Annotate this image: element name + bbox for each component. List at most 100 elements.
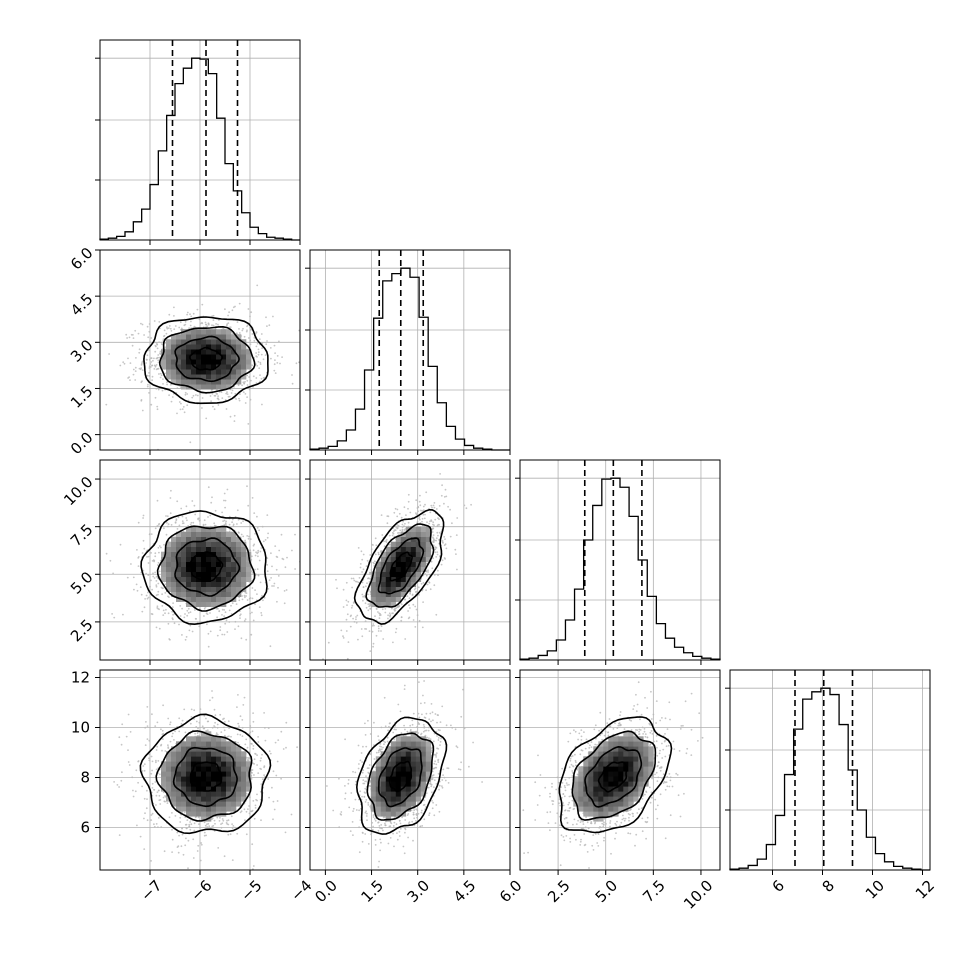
scatter-point xyxy=(236,523,238,525)
scatter-point xyxy=(174,730,177,733)
scatter-point xyxy=(206,325,209,328)
scatter-point xyxy=(238,725,240,727)
density-cell xyxy=(648,751,654,757)
density-cell xyxy=(241,364,247,370)
density-cell xyxy=(618,736,624,742)
scatter-point xyxy=(249,612,252,615)
scatter-point xyxy=(355,618,357,621)
density-cell xyxy=(588,786,594,792)
scatter-point xyxy=(151,379,154,382)
scatter-point xyxy=(636,729,639,731)
density-cell xyxy=(425,541,432,547)
density-cell xyxy=(221,591,227,597)
density-cell xyxy=(395,596,402,602)
scatter-point xyxy=(236,733,239,736)
scatter-point xyxy=(362,599,364,602)
density-cell xyxy=(221,364,227,370)
density-cell xyxy=(161,354,167,360)
density-cell xyxy=(375,596,382,602)
scatter-point xyxy=(623,819,626,822)
scatter-point xyxy=(190,716,193,718)
scatter-point xyxy=(267,727,270,729)
scatter-point xyxy=(239,811,242,814)
scatter-point xyxy=(590,822,593,825)
density-cell xyxy=(420,566,427,572)
density-cell xyxy=(410,576,417,582)
density-cell xyxy=(633,766,639,772)
scatter-point xyxy=(441,705,444,708)
density-cell xyxy=(633,756,639,762)
density-cell xyxy=(400,796,407,802)
scatter-point xyxy=(369,753,372,756)
scatter-point xyxy=(377,866,380,868)
scatter-point xyxy=(355,809,358,811)
density-cell xyxy=(598,746,604,752)
density-cell xyxy=(400,736,407,742)
scatter-point xyxy=(416,726,418,728)
scatter-point xyxy=(361,571,363,573)
scatter-point xyxy=(159,372,162,375)
scatter-point xyxy=(252,375,255,378)
scatter-point xyxy=(457,768,460,770)
density-cell xyxy=(226,806,232,812)
scatter-point xyxy=(149,585,151,588)
scatter-point xyxy=(168,394,171,397)
scatter-point xyxy=(651,733,654,735)
scatter-point xyxy=(619,824,621,827)
scatter-point xyxy=(146,385,149,388)
scatter-point xyxy=(344,797,346,800)
density-cell xyxy=(216,546,222,552)
scatter-point xyxy=(367,843,370,845)
density-cell xyxy=(171,771,177,777)
density-cell xyxy=(385,551,392,557)
scatter-point xyxy=(145,721,147,723)
scatter-point xyxy=(619,711,622,713)
density-cell xyxy=(181,546,187,552)
density-cell xyxy=(578,781,584,787)
scatter-point xyxy=(462,688,464,691)
density-cell xyxy=(415,771,422,777)
scatter-point xyxy=(157,388,160,391)
scatter-point xyxy=(230,815,233,818)
density-cell xyxy=(395,561,402,567)
histogram-panel-2 xyxy=(515,459,721,665)
scatter-point xyxy=(436,531,439,534)
scatter-point xyxy=(415,813,418,816)
density-cell xyxy=(191,781,197,787)
scatter-point xyxy=(126,576,129,579)
density-cell xyxy=(196,741,202,747)
density-cell xyxy=(221,561,227,567)
scatter-point xyxy=(295,362,298,365)
scatter-point xyxy=(463,727,466,730)
scatter-point xyxy=(152,559,155,561)
scatter-point xyxy=(260,819,262,822)
scatter-point xyxy=(562,804,565,807)
scatter-point xyxy=(655,722,657,724)
density-cell xyxy=(608,766,614,772)
scatter-point xyxy=(185,636,188,638)
density-cell xyxy=(246,571,252,577)
density-cell xyxy=(176,364,182,370)
scatter-point xyxy=(393,816,396,818)
scatter-point xyxy=(555,788,558,791)
scatter-point xyxy=(249,796,251,799)
density-cell xyxy=(608,741,614,747)
scatter-point xyxy=(407,493,410,496)
scatter-point xyxy=(372,825,374,828)
scatter-point xyxy=(384,816,387,819)
scatter-point xyxy=(364,628,366,630)
scatter-point xyxy=(352,770,354,773)
density-cell xyxy=(221,581,227,587)
scatter-point xyxy=(407,507,409,510)
density-cell xyxy=(236,556,242,562)
scatter-point xyxy=(645,821,648,824)
scatter-point xyxy=(549,811,552,813)
density-cell xyxy=(633,791,639,797)
scatter-point xyxy=(377,551,380,554)
scatter-point xyxy=(671,785,674,788)
scatter-point xyxy=(423,517,426,520)
density-cell xyxy=(166,581,172,587)
scatter-point xyxy=(679,815,682,818)
scatter-point xyxy=(159,376,162,379)
density-cell xyxy=(231,591,237,597)
